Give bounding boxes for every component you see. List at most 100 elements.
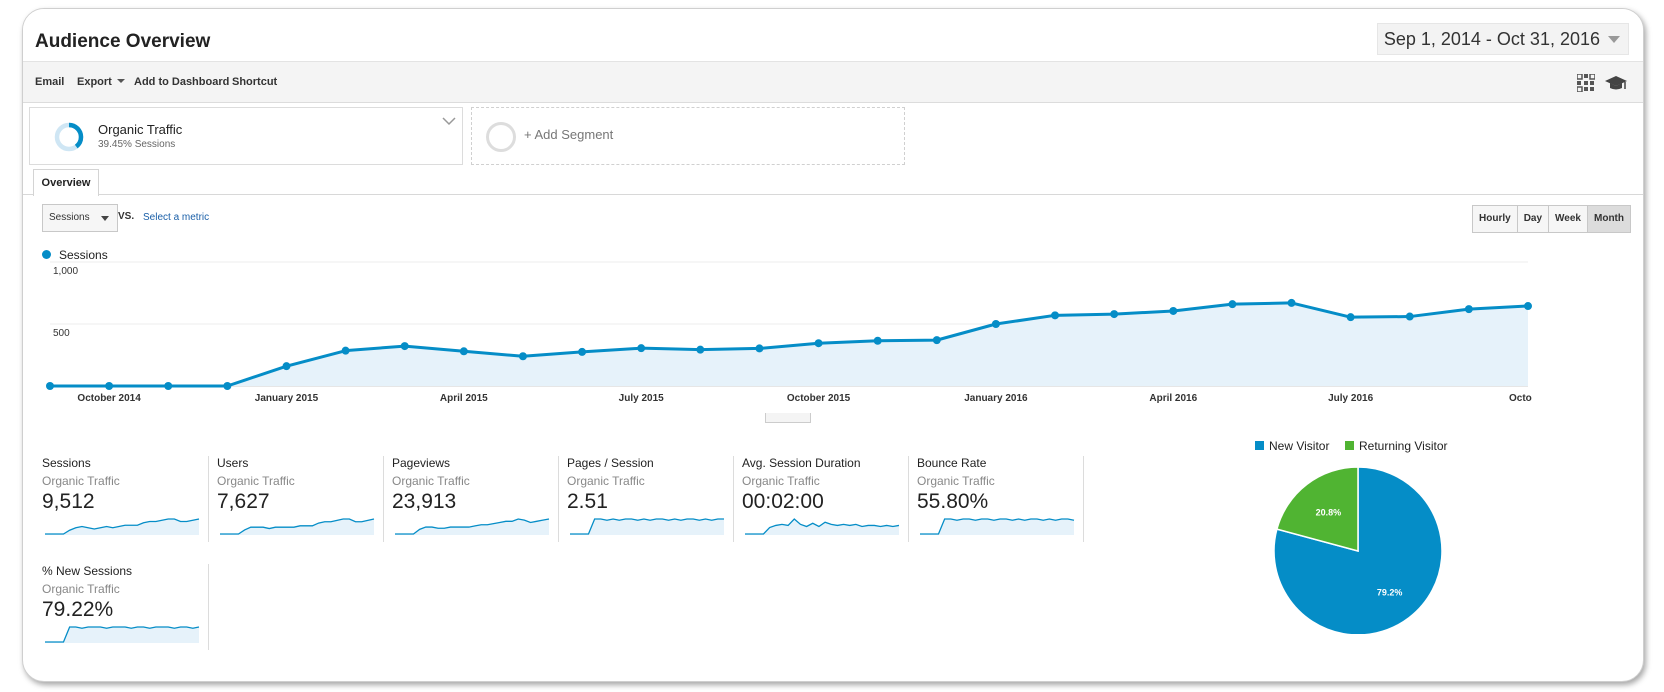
sparkline-fill (45, 627, 199, 643)
metric-card[interactable]: Bounce Rate Organic Traffic 55.80% (917, 456, 1087, 542)
metric-selector[interactable]: Sessions (42, 204, 118, 232)
metric-sparkline (570, 518, 724, 535)
period-week-button[interactable]: Week (1549, 206, 1588, 232)
y-tick-label: 1,000 (53, 266, 78, 277)
period-month-button[interactable]: Month (1588, 206, 1630, 232)
add-to-dashboard-button[interactable]: Add to Dashboard (134, 76, 230, 88)
metric-name: Bounce Rate (917, 456, 987, 470)
metric-name: Pages / Session (567, 456, 654, 470)
sparkline-line (45, 626, 200, 643)
sessions-data-point (755, 344, 764, 353)
metric-value: 9,512 (42, 490, 95, 513)
pie-slice (1273, 466, 1443, 634)
sessions-data-point (341, 346, 350, 355)
pie-legend-returning: Returning Visitor (1345, 439, 1448, 453)
add-segment-button[interactable]: + Add Segment (471, 107, 905, 165)
metric-value: 23,913 (392, 490, 457, 513)
metric-divider (908, 456, 909, 542)
graduation-cap-icon[interactable] (1605, 74, 1627, 92)
sessions-legend-label: Sessions (59, 248, 108, 262)
sessions-data-point (46, 382, 54, 390)
metric-card[interactable]: % New Sessions Organic Traffic 79.22% (42, 564, 212, 650)
email-button[interactable]: Email (35, 76, 65, 88)
sparkline-fill (745, 519, 899, 535)
metric-sparkline (45, 626, 200, 643)
segment-placeholder-icon (486, 122, 516, 152)
period-day-button[interactable]: Day (1518, 206, 1550, 232)
metric-divider (1083, 456, 1084, 542)
metric-segment: Organic Traffic (42, 582, 120, 596)
chart-expand-handle[interactable] (765, 413, 811, 423)
metric-divider (383, 456, 384, 542)
metric-sparkline (745, 518, 900, 535)
metric-value: 79.22% (42, 598, 114, 621)
page-header: Audience Overview Sep 1, 2014 - Oct 31, … (23, 9, 1643, 62)
segment-organic-traffic[interactable]: Organic Traffic 39.45% Sessions (29, 107, 463, 165)
pie-value-label: 20.8% (1316, 507, 1342, 517)
date-range-label: Sep 1, 2014 - Oct 31, 2016 (1383, 29, 1600, 49)
chevron-down-icon[interactable] (442, 116, 456, 126)
sparkline-line (920, 518, 1075, 535)
sessions-data-point (578, 347, 587, 356)
metric-value: 00:02:00 (742, 490, 824, 513)
vs-label: VS. (118, 211, 135, 222)
visitor-type-pie-chart: 79.2% 20.8% (1273, 466, 1443, 634)
segment-name: Organic Traffic (98, 122, 183, 137)
metric-card[interactable]: Avg. Session Duration Organic Traffic 00:0… (742, 456, 912, 542)
pie-value-label: 79.2% (1377, 587, 1403, 597)
sessions-series-line (50, 301, 1529, 388)
x-tick-label: Octo (1509, 393, 1532, 404)
shortcut-button[interactable]: Shortcut (232, 76, 278, 88)
sparkline-fill (45, 519, 199, 535)
metric-card[interactable]: Sessions Organic Traffic 9,512 (42, 456, 212, 542)
period-hourly-button[interactable]: Hourly (1473, 206, 1518, 232)
sessions-data-point (1287, 298, 1296, 307)
x-tick-label: January 2016 (964, 393, 1028, 404)
segment-donut-icon (54, 122, 84, 152)
x-tick-label: April 2015 (440, 393, 488, 404)
metric-card[interactable]: Users Organic Traffic 7,627 (217, 456, 387, 542)
metric-sparkline (220, 518, 375, 535)
tab-overview[interactable]: Overview (33, 169, 99, 196)
sessions-data-point (459, 347, 468, 356)
metric-name: % New Sessions (42, 564, 133, 578)
y-tick-label: 500 (53, 328, 70, 339)
sessions-data-point (282, 362, 291, 371)
x-tick-label: October 2014 (77, 393, 141, 404)
sparkline-fill (570, 519, 724, 535)
sparkline-line (395, 518, 550, 535)
sessions-data-point (1346, 313, 1355, 322)
metric-card[interactable]: Pages / Session Organic Traffic 2.51 (567, 456, 737, 542)
metric-segment: Organic Traffic (392, 474, 470, 488)
page-title: Audience Overview (35, 31, 211, 52)
metric-card[interactable]: Pageviews Organic Traffic 23,913 (392, 456, 562, 542)
sessions-data-point (696, 345, 705, 354)
pie-slice (1275, 466, 1359, 552)
new-visitor-swatch (1255, 441, 1264, 450)
qr-grid-icon[interactable] (1577, 74, 1595, 92)
metric-value: 2.51 (567, 490, 608, 513)
sessions-data-point (1169, 306, 1178, 315)
select-metric-link[interactable]: Select a metric (143, 212, 210, 223)
caret-down-icon (101, 216, 109, 221)
sparkline-fill (920, 519, 1074, 535)
metric-divider (733, 456, 734, 542)
metric-segment: Organic Traffic (42, 474, 120, 488)
sessions-data-point (400, 342, 409, 351)
x-tick-label: July 2015 (619, 393, 664, 404)
x-tick-label: January 2015 (255, 393, 319, 404)
export-button[interactable]: Export (77, 76, 125, 88)
returning-visitor-swatch (1345, 441, 1354, 450)
metric-sparkline (395, 518, 550, 535)
x-tick-label: April 2016 (1149, 393, 1197, 404)
sessions-line-chart: 1,000 500 October 2014 January 2015 April 20… (46, 261, 1532, 404)
date-range-selector[interactable]: Sep 1, 2014 - Oct 31, 2016 (1376, 23, 1629, 55)
sparkline-line (220, 518, 375, 535)
sessions-data-point (814, 339, 823, 348)
metric-sparkline (45, 518, 200, 535)
sessions-data-point (1110, 310, 1119, 319)
metric-divider (208, 564, 209, 650)
sessions-data-point (1405, 312, 1414, 321)
sparkline-line (745, 518, 900, 535)
sessions-data-point (1524, 302, 1532, 311)
